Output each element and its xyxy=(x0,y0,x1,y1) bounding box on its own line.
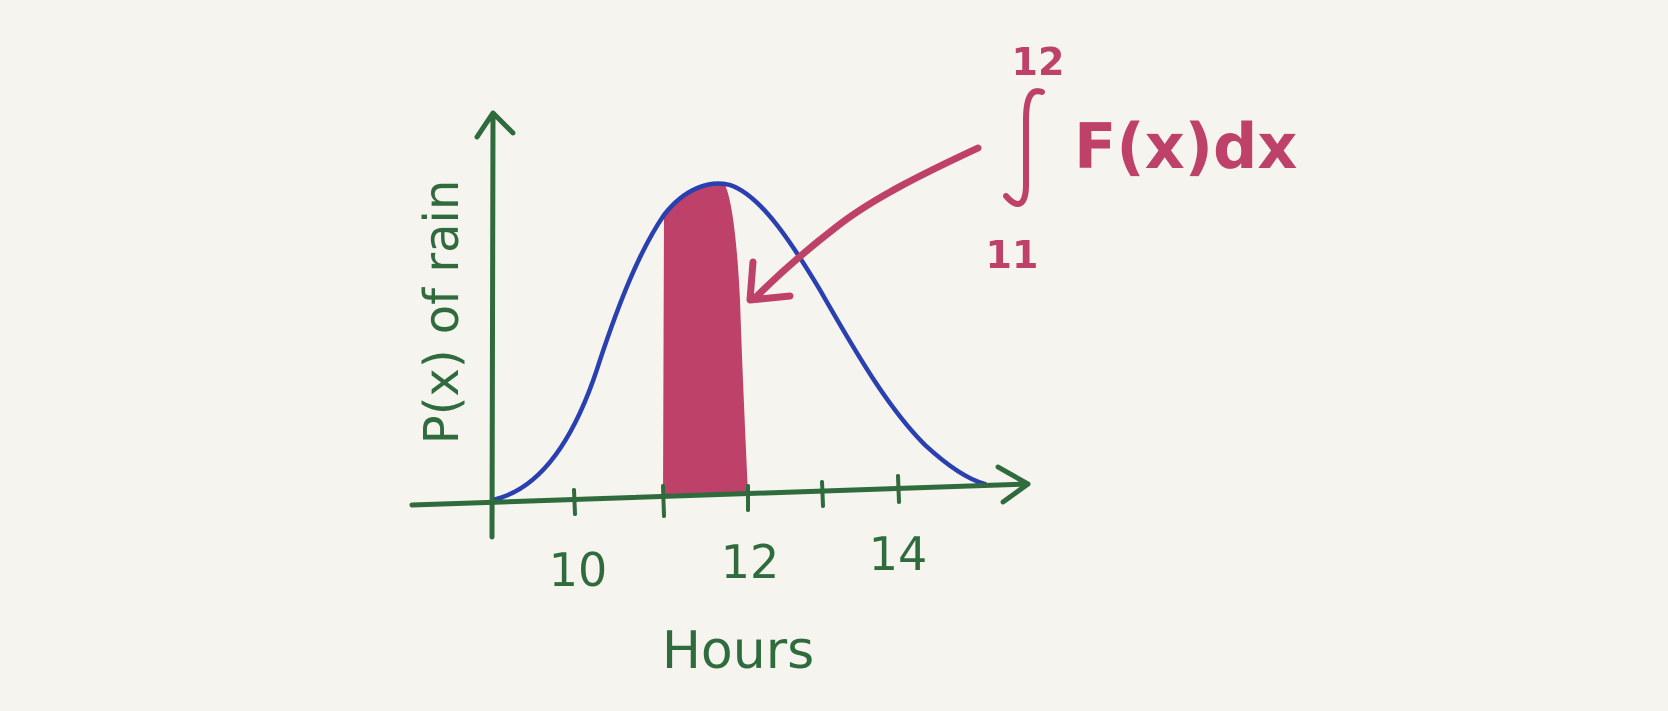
x-tick-label-12: 12 xyxy=(721,535,780,589)
x-tick xyxy=(820,480,825,508)
x-axis-arrowhead xyxy=(995,464,1031,505)
x-axis-title: Hours xyxy=(662,621,814,681)
x-tick xyxy=(896,474,901,504)
y-axis-line xyxy=(489,112,496,540)
y-axis-title: P(x) of rain xyxy=(414,180,470,445)
integral-upper-limit: 12 xyxy=(1012,40,1065,84)
bell-curve xyxy=(489,181,988,503)
annotation-arrowhead xyxy=(746,258,794,304)
integral-sign xyxy=(1003,88,1045,207)
integrand-expression: F(x)dx xyxy=(1074,110,1297,183)
x-tick xyxy=(661,484,666,518)
y-axis-arrowhead xyxy=(474,110,516,140)
annotation-arrow-shaft xyxy=(751,144,982,302)
x-tick-label-10: 10 xyxy=(549,543,608,597)
x-axis-line xyxy=(409,481,1031,508)
x-tick-label-14: 14 xyxy=(869,527,928,581)
x-tick xyxy=(572,488,577,516)
shaded-probability-area xyxy=(663,184,748,497)
integral-lower-limit: 11 xyxy=(986,233,1039,277)
